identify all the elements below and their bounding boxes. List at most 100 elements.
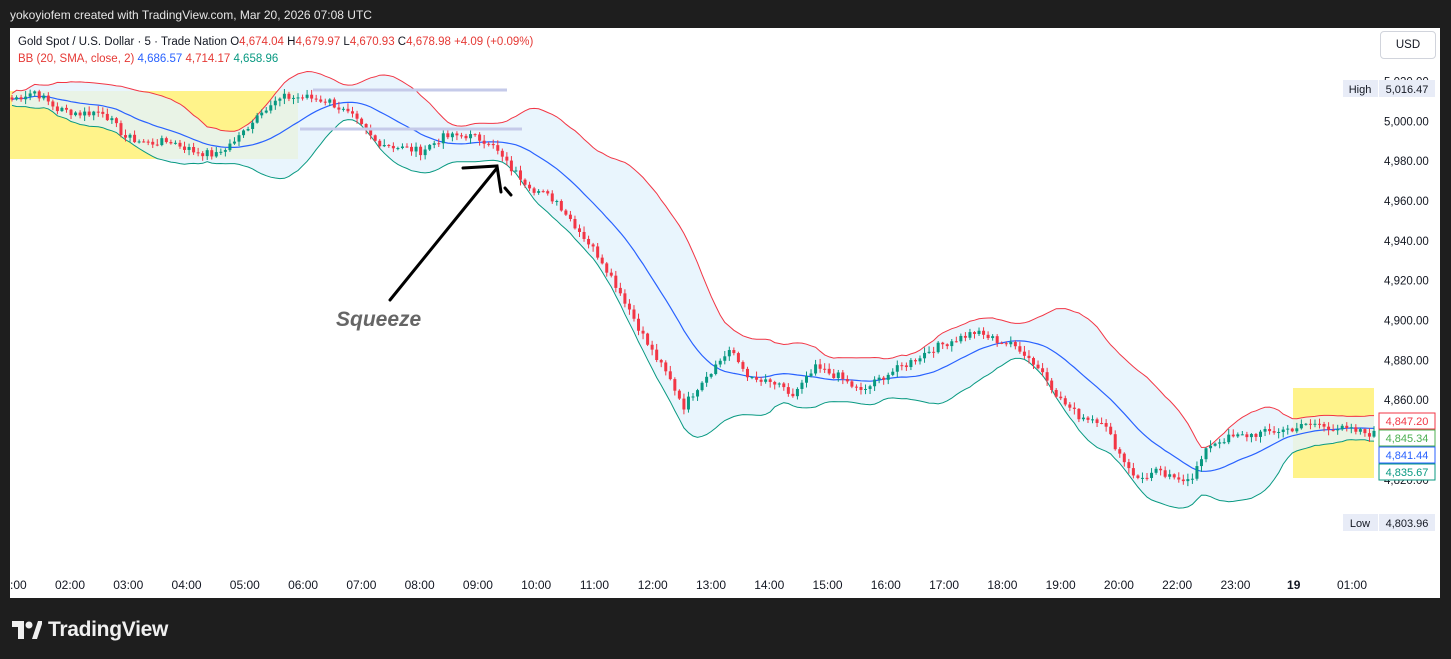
candle-down bbox=[314, 94, 318, 102]
candle-up bbox=[1209, 440, 1213, 453]
candle-down bbox=[541, 189, 545, 193]
candle-up bbox=[1281, 426, 1285, 438]
candle-down bbox=[1118, 447, 1122, 458]
candle-up bbox=[228, 139, 232, 152]
candle-down bbox=[1177, 472, 1181, 483]
x-tick-label: 07:00 bbox=[346, 578, 376, 592]
candle-down bbox=[496, 140, 500, 155]
currency-button[interactable]: USD bbox=[1380, 31, 1436, 59]
time-axis[interactable]: :00 02:00 03:00 04:00 05:00 06:00 07:00 08:00 09… bbox=[10, 578, 1367, 592]
candle-down bbox=[596, 243, 600, 260]
candle-down bbox=[668, 365, 672, 381]
attribution-bar: yokoyiofem created with TradingView.com,… bbox=[0, 0, 1451, 28]
candle-down bbox=[1363, 428, 1367, 437]
candle-down bbox=[1367, 428, 1371, 442]
candle-up bbox=[83, 107, 87, 122]
candle-up bbox=[868, 384, 872, 395]
candle-down bbox=[360, 117, 364, 126]
candle-down bbox=[101, 107, 105, 118]
candle-up bbox=[1195, 461, 1199, 481]
candle-up bbox=[74, 111, 78, 117]
candle-up bbox=[15, 95, 19, 101]
candle-up bbox=[1091, 415, 1095, 424]
candle-down bbox=[1050, 378, 1054, 394]
candle-up bbox=[432, 140, 436, 149]
y-tick-label: 4,900.00 bbox=[1384, 315, 1429, 327]
candle-down bbox=[1063, 395, 1067, 407]
candle-down bbox=[550, 190, 554, 204]
candle-up bbox=[909, 358, 913, 371]
candle-up bbox=[764, 374, 768, 384]
candle-down bbox=[114, 117, 118, 128]
indicator-title[interactable]: BB (20, SMA, close, 2) bbox=[18, 53, 135, 65]
svg-text:4,835.67: 4,835.67 bbox=[1386, 467, 1429, 479]
candle-down bbox=[954, 336, 958, 343]
candle-up bbox=[1259, 429, 1262, 443]
candle-down bbox=[759, 376, 763, 386]
candle-down bbox=[782, 382, 786, 391]
candle-down bbox=[1104, 419, 1108, 432]
candle-up bbox=[1009, 336, 1013, 348]
candle-down bbox=[419, 144, 423, 161]
candle-down bbox=[155, 139, 159, 147]
candle-up bbox=[296, 93, 300, 104]
candle-up bbox=[923, 347, 927, 363]
candle-down bbox=[1113, 430, 1117, 451]
x-tick-label: 23:00 bbox=[1220, 578, 1250, 592]
candle-down bbox=[369, 124, 373, 140]
candle-down bbox=[1032, 356, 1035, 370]
candle-down bbox=[164, 136, 168, 144]
candle-up bbox=[718, 358, 722, 368]
candle-down bbox=[405, 143, 409, 148]
candle-down bbox=[600, 254, 604, 265]
bb-lower-badge: 4,835.67 bbox=[1378, 463, 1436, 481]
candle-up bbox=[341, 106, 345, 112]
candle-up bbox=[214, 146, 218, 158]
squeeze-label: Squeeze bbox=[336, 308, 422, 331]
candle-down bbox=[1022, 345, 1026, 359]
x-tick-label: 19:00 bbox=[1046, 578, 1076, 592]
candle-up bbox=[991, 334, 995, 341]
candle-up bbox=[28, 89, 32, 101]
candle-down bbox=[1054, 388, 1058, 398]
x-tick-label: 08:00 bbox=[405, 578, 435, 592]
candle-down bbox=[491, 139, 495, 149]
candle-down bbox=[178, 139, 182, 149]
candle-down bbox=[854, 384, 858, 391]
candle-down bbox=[845, 375, 849, 384]
y-tick-label: 5,000.00 bbox=[1384, 116, 1429, 128]
candle-down bbox=[818, 358, 822, 373]
candle-up bbox=[1218, 438, 1222, 449]
candle-down bbox=[10, 94, 14, 102]
candle-down bbox=[1086, 416, 1090, 424]
tradingview-logo[interactable]: TradingView bbox=[12, 618, 168, 642]
candle-up bbox=[42, 93, 46, 101]
candle-down bbox=[627, 299, 631, 315]
candle-up bbox=[1277, 428, 1281, 439]
candle-down bbox=[96, 105, 100, 117]
candle-up bbox=[727, 346, 731, 361]
candle-down bbox=[464, 133, 468, 141]
candle-down bbox=[455, 131, 459, 141]
x-tick-label: 18:00 bbox=[987, 578, 1017, 592]
candle-down bbox=[823, 363, 827, 373]
candle-up bbox=[219, 148, 223, 155]
candle-down bbox=[618, 282, 622, 296]
candle-down bbox=[582, 226, 586, 242]
candle-up bbox=[1199, 455, 1203, 472]
candle-up bbox=[1249, 433, 1253, 443]
symbol-title[interactable]: Gold Spot / U.S. Dollar · 5 · Trade Nati… bbox=[18, 36, 228, 48]
candle-up bbox=[691, 393, 695, 401]
candle-down bbox=[337, 101, 341, 114]
candle-down bbox=[378, 139, 382, 149]
candle-up bbox=[264, 107, 268, 114]
candle-up bbox=[696, 388, 700, 401]
svg-text:High: High bbox=[1349, 84, 1372, 96]
candle-up bbox=[205, 148, 209, 160]
y-tick-label: 4,880.00 bbox=[1384, 355, 1429, 367]
candle-down bbox=[932, 346, 936, 358]
candle-down bbox=[323, 98, 327, 106]
candle-up bbox=[936, 341, 940, 354]
candle-down bbox=[1331, 424, 1335, 432]
